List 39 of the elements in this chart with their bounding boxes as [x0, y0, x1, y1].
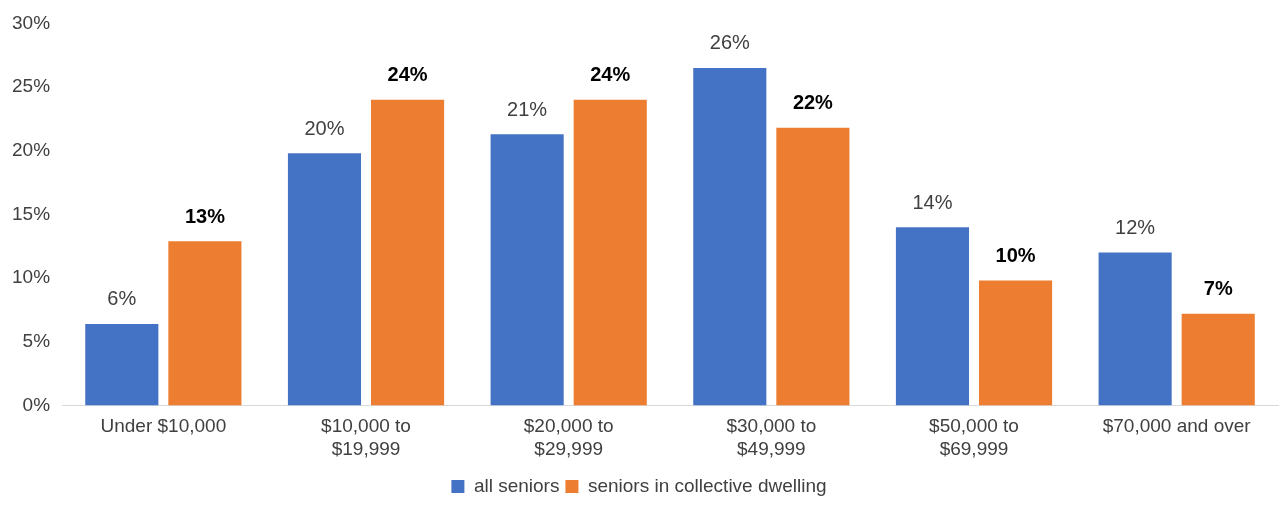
bar	[693, 67, 767, 406]
bar	[168, 241, 242, 406]
y-tick-label: 20%	[12, 138, 51, 160]
x-tick-label: $20,000 to $29,999	[523, 415, 614, 459]
data-label: 10%	[995, 244, 1036, 267]
data-label: 26%	[709, 31, 751, 54]
data-label: 14%	[912, 190, 953, 213]
data-label: 6%	[107, 287, 137, 310]
x-tick-label: $70,000 and over	[1102, 415, 1252, 437]
bar	[895, 227, 970, 406]
legend-label: seniors in collective dwelling	[587, 474, 827, 496]
y-tick-label: 10%	[12, 266, 51, 288]
y-tick-label: 5%	[22, 329, 51, 351]
y-tick-label: 0%	[22, 393, 51, 415]
data-label: 22%	[792, 91, 834, 114]
x-tick-label: $50,000 to $69,999	[929, 415, 1019, 459]
x-tick-label: $30,000 to $49,999	[726, 415, 817, 459]
data-label: 13%	[184, 204, 226, 227]
data-label: 12%	[1115, 216, 1156, 239]
y-tick-label: 30%	[12, 11, 51, 33]
data-label: 7%	[1203, 277, 1233, 300]
bar	[776, 127, 850, 406]
data-label: 21%	[507, 97, 548, 120]
bar	[1098, 252, 1172, 406]
y-tick-label: 15%	[12, 202, 51, 224]
bar	[371, 99, 445, 406]
data-label: 24%	[590, 63, 631, 86]
bar	[490, 134, 564, 406]
data-label: 20%	[304, 116, 345, 139]
bar	[978, 280, 1053, 406]
bar	[85, 323, 159, 406]
x-tick-label: Under $10,000	[100, 415, 227, 437]
data-label: 24%	[387, 63, 428, 86]
x-tick-label: $10,000 to $19,999	[321, 415, 411, 459]
bar	[573, 99, 647, 406]
y-tick-label: 25%	[12, 75, 51, 97]
bar	[1181, 313, 1255, 406]
bar	[287, 153, 362, 406]
legend-label: all seniors	[473, 474, 560, 496]
